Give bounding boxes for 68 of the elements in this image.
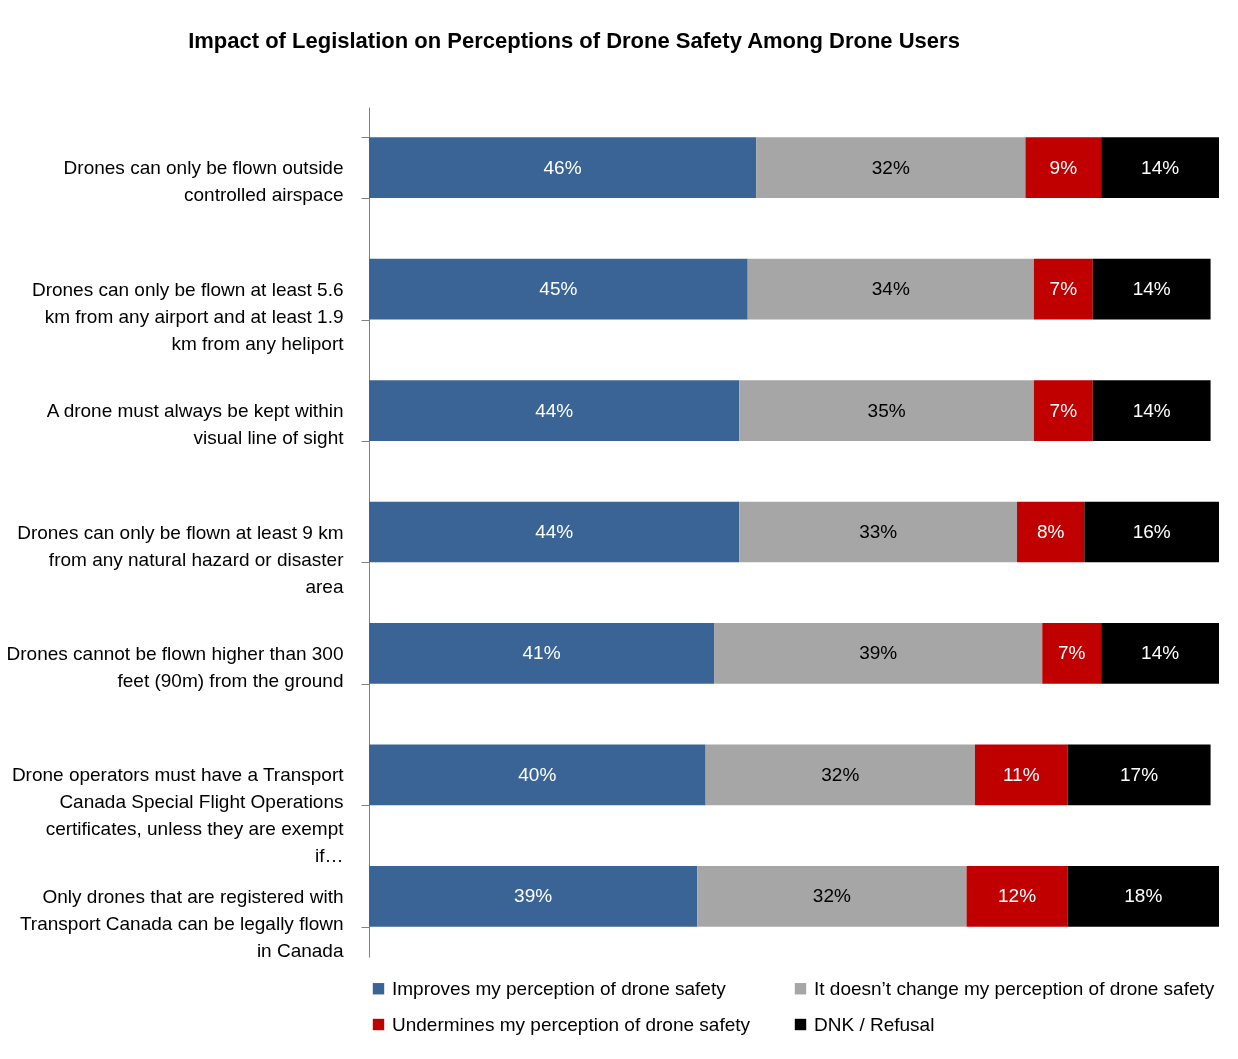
legend-label: Undermines my perception of drone safety <box>392 1013 751 1035</box>
data-label: 11% <box>1002 763 1040 785</box>
bar <box>1092 380 1211 441</box>
bar <box>739 501 1018 563</box>
y-tick-label: Drone operators must have a Transport Canada Special Flight Operations certificates, unless they are exempt if… <box>11 764 345 867</box>
legend-label: It doesn’t change my perception of drone safety <box>814 977 1215 999</box>
data-label: 14% <box>1141 156 1180 178</box>
legend-label: DNK / Refusal <box>814 1013 935 1035</box>
bar <box>1017 501 1085 563</box>
bar <box>1033 380 1093 441</box>
bar <box>1025 137 1102 199</box>
bar <box>369 744 706 806</box>
data-label: 40% <box>518 763 557 785</box>
data-label: 18% <box>1124 885 1163 907</box>
bar <box>697 865 967 927</box>
y-tick-label: Drones can only be flown at least 5.6 km from any airport and at least 1.9 km from any heliport <box>31 278 345 354</box>
bar <box>747 258 1034 320</box>
bar <box>1067 744 1211 806</box>
bar <box>739 380 1034 441</box>
y-tick-label: Only drones that are registered with Transport Canada can be legally flown in Canada <box>19 885 344 961</box>
data-label: 7% <box>1049 399 1078 421</box>
bar <box>705 744 975 806</box>
data-label: 39% <box>514 885 553 907</box>
data-label: 32% <box>871 156 910 178</box>
data-label: 32% <box>812 885 851 907</box>
data-label: 41% <box>522 642 561 664</box>
legend-label: Improves my perception of drone safety <box>392 977 727 999</box>
data-label: 32% <box>821 763 860 785</box>
data-label: 14% <box>1141 642 1180 664</box>
bar <box>1033 258 1093 320</box>
y-tick-label: A drone must always be kept within visual line of sight <box>46 400 345 449</box>
bar <box>756 137 1026 199</box>
data-label: 7% <box>1049 278 1078 300</box>
data-label: 35% <box>867 399 906 421</box>
chart-title: Impact of Legislation on Perceptions of Drone Safety Among Drone Users <box>188 28 960 53</box>
data-label: 8% <box>1036 521 1065 542</box>
bar <box>974 744 1068 806</box>
data-label: 34% <box>871 278 910 300</box>
bar <box>1084 501 1219 563</box>
y-tick-label: Drones can only be flown outside controlled airspace <box>63 157 344 206</box>
data-label: 14% <box>1132 278 1171 300</box>
bar <box>1042 623 1102 684</box>
data-label: 14% <box>1132 399 1171 421</box>
data-label: 39% <box>859 642 898 664</box>
y-tick-label: Drones can only be flown at least 9 km from any natural hazard or disaster area <box>17 521 345 597</box>
data-label: 46% <box>543 156 582 178</box>
data-label: 12% <box>998 885 1037 907</box>
data-label: 45% <box>539 278 578 300</box>
data-label: 7% <box>1057 642 1086 664</box>
bar <box>1067 865 1219 927</box>
data-label: 17% <box>1120 763 1159 785</box>
bar <box>369 865 698 927</box>
bar <box>714 623 1043 684</box>
bar <box>369 380 740 441</box>
bar <box>966 865 1068 927</box>
bar <box>369 258 748 320</box>
data-label: 44% <box>535 399 574 421</box>
bar <box>369 501 740 563</box>
bar <box>1101 623 1219 684</box>
bar <box>1101 137 1219 199</box>
data-label: 44% <box>535 521 574 542</box>
data-label: 9% <box>1049 156 1078 178</box>
data-label: 16% <box>1132 521 1171 542</box>
bar <box>369 623 715 684</box>
bar <box>369 137 757 199</box>
data-label: 33% <box>859 521 898 542</box>
bar <box>1092 258 1211 320</box>
y-tick-label: Drones cannot be flown higher than 300 feet (90m) from the ground <box>6 642 344 691</box>
